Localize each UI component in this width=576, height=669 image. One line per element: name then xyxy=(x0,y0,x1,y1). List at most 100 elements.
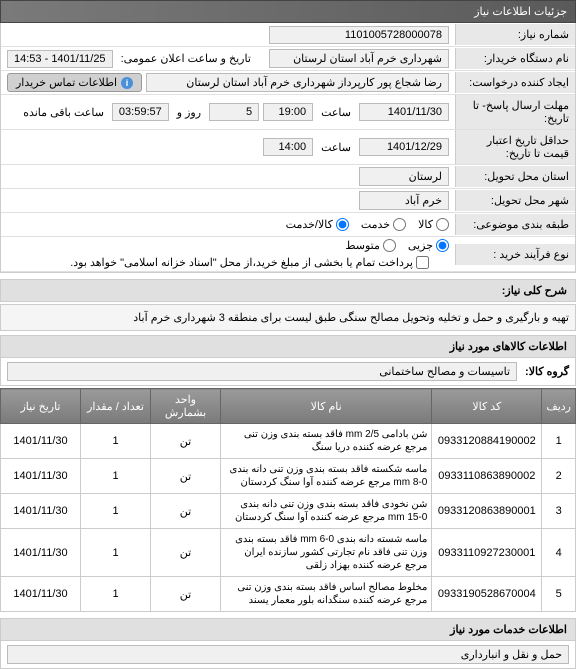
desc-label: شرح کلی نیاز: xyxy=(502,284,567,297)
desc-header-row: شرح کلی نیاز: xyxy=(0,279,576,302)
cell-qty: 1 xyxy=(81,424,151,459)
type-minor-option[interactable]: جزیی xyxy=(408,239,449,252)
cat-service-radio[interactable] xyxy=(393,218,406,231)
info-icon: i xyxy=(121,77,133,89)
group-row: گروه کالا: تاسیسات و مصالح ساختمانی xyxy=(0,358,576,386)
service-row: حمل و نقل و انبارداری xyxy=(0,641,576,669)
th-qty: تعداد / مقدار xyxy=(81,389,151,424)
requester-label: ایجاد کننده درخواست: xyxy=(455,72,575,93)
time-label-1: ساعت xyxy=(321,106,351,119)
day-label: روز و xyxy=(177,106,201,119)
delivery-province-label: استان محل تحویل: xyxy=(455,166,575,187)
cell-date: 1401/11/30 xyxy=(1,529,81,577)
device-name-value: شهرداری خرم آباد استان لرستان xyxy=(269,49,449,68)
table-row: 4 0933110927230001 ماسه شسته دانه بندی m… xyxy=(1,529,576,577)
public-announce-value: 1401/11/25 - 14:53 xyxy=(7,50,113,68)
need-number-row: شماره نیاز: 1101005728000078 xyxy=(1,23,575,47)
cell-qty: 1 xyxy=(81,459,151,494)
cat-service-option[interactable]: خدمت xyxy=(361,218,406,231)
delivery-province-value: لرستان xyxy=(359,167,449,186)
remaining-label: ساعت باقی مانده xyxy=(23,106,104,119)
th-unit: واحد بشمارش xyxy=(151,389,221,424)
device-name-label: نام دستگاه خریدار: xyxy=(455,48,575,69)
category-radio-group: کالا خدمت کالا/خدمت xyxy=(286,218,449,231)
cell-code: 0933110863890002 xyxy=(432,459,542,494)
cell-index: 1 xyxy=(542,424,576,459)
validity-label: حداقل تاریخ اعتبار قیمت تا تاریخ: xyxy=(455,130,575,164)
details-panel: شماره نیاز: 1101005728000078 نام دستگاه … xyxy=(0,23,576,273)
th-date: تاریخ نیاز xyxy=(1,389,81,424)
validity-date: 1401/12/29 xyxy=(359,138,449,156)
category-label: طبقه بندی موضوعی: xyxy=(455,214,575,235)
items-table: ردیف کد کالا نام کالا واحد بشمارش تعداد … xyxy=(0,388,576,612)
cell-code: 0933120884190002 xyxy=(432,424,542,459)
validity-time: 14:00 xyxy=(263,138,313,156)
type-minor-radio[interactable] xyxy=(436,239,449,252)
cell-date: 1401/11/30 xyxy=(1,577,81,612)
table-row: 2 0933110863890002 ماسه شکسته فاقد بسته … xyxy=(1,459,576,494)
type-medium-option[interactable]: متوسط xyxy=(345,239,396,252)
response-deadline-row: مهلت ارسال پاسخ- تا تاریخ: 1401/11/30 سا… xyxy=(1,95,575,130)
delivery-city-label: شهر محل تحویل: xyxy=(455,190,575,211)
cat-both-radio[interactable] xyxy=(336,218,349,231)
cell-unit: تن xyxy=(151,529,221,577)
items-info-header: اطلاعات کالاهای مورد نیاز xyxy=(0,335,576,358)
requester-value: رضا شجاع پور کارپرداز شهرداری خرم آباد ا… xyxy=(146,73,449,92)
main-section-header: جزئیات اطلاعات نیاز xyxy=(0,0,576,23)
purchase-type-label: نوع فرآیند خرید : xyxy=(455,244,575,265)
table-row: 3 0933120863890001 شن نخودی فاقد بسته بن… xyxy=(1,494,576,529)
category-row: طبقه بندی موضوعی: کالا خدمت کالا/خدمت xyxy=(1,213,575,237)
th-name: نام کالا xyxy=(221,389,432,424)
cell-date: 1401/11/30 xyxy=(1,459,81,494)
requester-row: ایجاد کننده درخواست: رضا شجاع پور کارپرد… xyxy=(1,71,575,95)
cell-code: 0933190528670004 xyxy=(432,577,542,612)
service-value: حمل و نقل و انبارداری xyxy=(7,645,569,664)
th-code: کد کالا xyxy=(432,389,542,424)
cat-goods-label: کالا xyxy=(418,218,433,231)
cell-qty: 1 xyxy=(81,494,151,529)
need-number-label: شماره نیاز: xyxy=(455,24,575,45)
cell-index: 2 xyxy=(542,459,576,494)
type-minor-label: جزیی xyxy=(408,239,433,252)
purchase-type-radio-group: جزیی متوسط xyxy=(345,239,449,252)
delivery-city-value: خرم آباد xyxy=(359,191,449,210)
contact-info-button[interactable]: i اطلاعات تماس خریدار xyxy=(7,73,142,92)
cell-name: ماسه شکسته فاقد بسته بندی وزن تنی دانه ب… xyxy=(221,459,432,494)
payment-note-checkbox[interactable] xyxy=(416,256,429,269)
cat-service-label: خدمت xyxy=(361,218,390,231)
cell-name: شن بادامی mm 2/5 فاقد بسته بندی وزن تنی … xyxy=(221,424,432,459)
response-deadline-label: مهلت ارسال پاسخ- تا تاریخ: xyxy=(455,95,575,129)
need-number-value: 1101005728000078 xyxy=(269,26,449,44)
cell-qty: 1 xyxy=(81,577,151,612)
cell-unit: تن xyxy=(151,494,221,529)
cell-index: 3 xyxy=(542,494,576,529)
cell-name: مخلوط مصالح اساس فاقد بسته بندی وزن تنی … xyxy=(221,577,432,612)
cell-index: 4 xyxy=(542,529,576,577)
type-medium-radio[interactable] xyxy=(383,239,396,252)
cell-date: 1401/11/30 xyxy=(1,494,81,529)
deadline-days: 5 xyxy=(209,103,259,121)
cell-unit: تن xyxy=(151,424,221,459)
delivery-city-row: شهر محل تحویل: خرم آباد xyxy=(1,189,575,213)
description-box: تهیه و بارگیری و حمل و تخلیه وتحویل مصال… xyxy=(0,304,576,331)
deadline-remaining: 03:59:57 xyxy=(112,103,169,121)
cell-unit: تن xyxy=(151,577,221,612)
deadline-date: 1401/11/30 xyxy=(359,103,449,121)
services-info-header: اطلاعات خدمات مورد نیاز xyxy=(0,618,576,641)
time-label-2: ساعت xyxy=(321,141,351,154)
cell-code: 0933110927230001 xyxy=(432,529,542,577)
deadline-time: 19:00 xyxy=(263,103,313,121)
public-announce-row: نام دستگاه خریدار: شهرداری خرم آباد استا… xyxy=(1,47,575,71)
table-row: 1 0933120884190002 شن بادامی mm 2/5 فاقد… xyxy=(1,424,576,459)
payment-note-checkbox-wrap[interactable]: پرداخت تمام یا بخشی از مبلغ خرید،از محل … xyxy=(70,256,429,269)
cell-qty: 1 xyxy=(81,529,151,577)
table-header-row: ردیف کد کالا نام کالا واحد بشمارش تعداد … xyxy=(1,389,576,424)
public-announce-label: تاریخ و ساعت اعلان عمومی: xyxy=(121,52,251,65)
cat-goods-radio[interactable] xyxy=(436,218,449,231)
cat-both-label: کالا/خدمت xyxy=(286,218,333,231)
cat-both-option[interactable]: کالا/خدمت xyxy=(286,218,349,231)
cat-goods-option[interactable]: کالا xyxy=(418,218,449,231)
validity-row: حداقل تاریخ اعتبار قیمت تا تاریخ: 1401/1… xyxy=(1,130,575,165)
contact-btn-label: اطلاعات تماس خریدار xyxy=(16,76,117,89)
cell-name: شن نخودی فاقد بسته بندی وزن تنی دانه بند… xyxy=(221,494,432,529)
